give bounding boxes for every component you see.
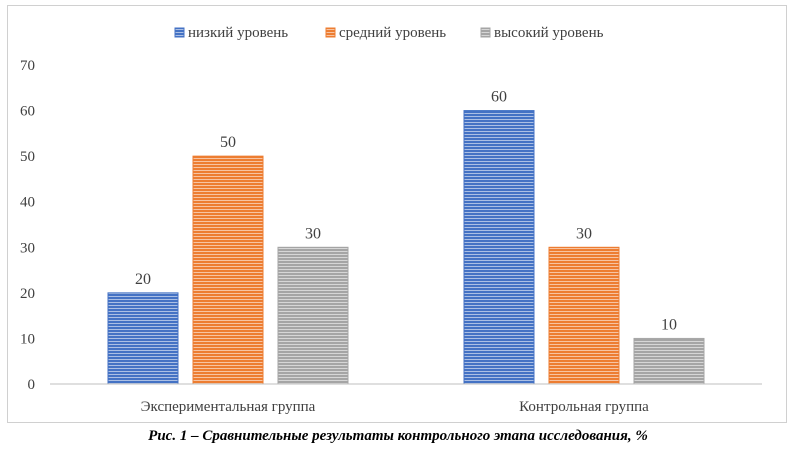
x-axis-categories: Экспериментальная группа Контрольная груп… [141, 399, 650, 415]
data-label: 60 [491, 89, 507, 106]
y-tick-label: 0 [28, 377, 36, 393]
legend-label: средний уровень [339, 25, 446, 41]
legend-swatch [325, 27, 336, 38]
data-label: 50 [220, 134, 236, 151]
y-tick-label: 30 [20, 240, 35, 256]
y-tick-label: 20 [20, 286, 35, 302]
y-tick-label: 40 [20, 195, 35, 211]
y-axis-ticks: 0 10 20 30 40 50 60 70 [20, 58, 35, 393]
legend: низкий уровень средний уровень высокий уро… [174, 25, 604, 41]
data-label: 20 [135, 271, 151, 288]
bar [192, 155, 264, 385]
figure-caption: Рис. 1 – Сравнительные результаты контро… [148, 428, 648, 444]
bar [277, 246, 349, 385]
legend-swatch [480, 27, 491, 38]
legend-label: высокий уровень [494, 25, 604, 41]
y-tick-label: 10 [20, 331, 35, 347]
bar [633, 337, 705, 385]
legend-swatch [174, 27, 185, 38]
bar [463, 110, 535, 385]
data-label: 10 [661, 316, 677, 333]
x-category-label: Контрольная группа [519, 399, 649, 415]
data-labels: 20 50 30 60 30 10 [135, 89, 677, 334]
x-category-label: Экспериментальная группа [141, 399, 316, 415]
bar [107, 292, 179, 385]
legend-label: низкий уровень [188, 25, 288, 41]
y-tick-label: 70 [20, 58, 35, 74]
y-tick-label: 50 [20, 149, 35, 165]
data-label: 30 [305, 225, 321, 242]
y-tick-label: 60 [20, 104, 35, 120]
data-label: 30 [576, 225, 592, 242]
bar [548, 246, 620, 385]
bar-chart: низкий уровень средний уровень высокий уро… [20, 25, 762, 415]
bars [107, 110, 705, 385]
